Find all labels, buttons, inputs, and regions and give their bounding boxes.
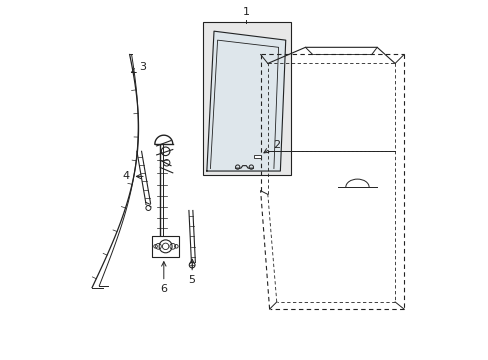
Text: 6: 6	[160, 262, 167, 294]
Text: 2: 2	[264, 140, 280, 153]
Polygon shape	[206, 31, 285, 171]
Text: 1: 1	[243, 7, 249, 17]
Bar	[152, 235, 179, 257]
Bar	[203, 22, 290, 175]
Text: 5: 5	[188, 259, 195, 285]
Text: 4: 4	[122, 171, 143, 181]
Bar	[254, 155, 260, 158]
Text: 3: 3	[131, 62, 145, 72]
